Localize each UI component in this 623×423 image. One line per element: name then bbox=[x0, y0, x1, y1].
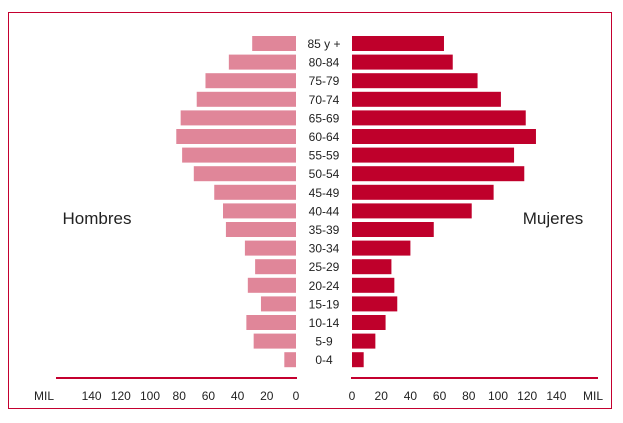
x-tick-left-0: 140 bbox=[82, 389, 102, 403]
age-label-7: 50-54 bbox=[309, 167, 340, 181]
bar-mujeres-16 bbox=[352, 333, 376, 349]
bar-mujeres-3 bbox=[352, 91, 501, 107]
bar-mujeres-15 bbox=[352, 315, 386, 330]
age-label-3: 70-74 bbox=[309, 93, 340, 107]
bar-mujeres-13 bbox=[352, 277, 395, 293]
x-tick-left-7: 0 bbox=[293, 389, 300, 403]
x-tick-left-1: 120 bbox=[111, 389, 131, 403]
bar-hombres-1 bbox=[228, 54, 296, 70]
bar-mujeres-6 bbox=[352, 147, 515, 163]
x-tick-right-6: 120 bbox=[517, 389, 537, 403]
age-label-0: 85 y + bbox=[307, 37, 340, 51]
age-group-labels: 85 y + 80-84 75-79 70-74 65-69 60-64 55-59 50-5… bbox=[307, 37, 340, 367]
age-label-8: 45-49 bbox=[309, 186, 340, 200]
x-tick-right-5: 100 bbox=[488, 389, 508, 403]
bar-mujeres-4 bbox=[352, 110, 526, 126]
age-label-4: 65-69 bbox=[309, 111, 340, 125]
age-label-1: 80-84 bbox=[309, 56, 340, 70]
age-label-17: 0-4 bbox=[315, 353, 333, 367]
age-label-14: 15-19 bbox=[309, 297, 340, 311]
x-tick-right-0: 0 bbox=[349, 389, 356, 403]
unit-label-right: MIL bbox=[583, 389, 603, 403]
bar-hombres-9 bbox=[223, 203, 296, 219]
bar-mujeres-10 bbox=[352, 222, 434, 237]
bar-mujeres-8 bbox=[352, 184, 494, 200]
bar-mujeres-11 bbox=[352, 240, 411, 256]
bar-hombres-15 bbox=[246, 315, 296, 330]
bar-hombres-12 bbox=[255, 259, 296, 275]
x-tick-labels-left: 140 120 100 80 60 40 20 0 bbox=[82, 389, 300, 403]
mujeres-bars bbox=[352, 36, 536, 368]
bar-hombres-5 bbox=[176, 129, 296, 144]
bar-hombres-11 bbox=[244, 240, 296, 256]
bar-hombres-6 bbox=[182, 147, 296, 163]
age-label-5: 60-64 bbox=[309, 130, 340, 144]
bar-mujeres-9 bbox=[352, 203, 472, 219]
bar-hombres-10 bbox=[225, 222, 296, 237]
bar-hombres-4 bbox=[180, 110, 296, 126]
bar-mujeres-14 bbox=[352, 296, 398, 312]
bar-mujeres-12 bbox=[352, 259, 392, 275]
age-label-16: 5-9 bbox=[315, 335, 333, 349]
x-tick-left-3: 80 bbox=[173, 389, 187, 403]
age-label-12: 25-29 bbox=[309, 260, 340, 274]
age-label-11: 30-34 bbox=[309, 242, 340, 256]
mujeres-label: Mujeres bbox=[523, 209, 583, 228]
age-label-13: 20-24 bbox=[309, 279, 340, 293]
bar-hombres-8 bbox=[214, 184, 296, 200]
age-label-2: 75-79 bbox=[309, 74, 340, 88]
unit-label-left: MIL bbox=[34, 389, 54, 403]
bar-hombres-7 bbox=[193, 166, 296, 182]
hombres-label: Hombres bbox=[63, 209, 132, 228]
x-tick-left-2: 100 bbox=[140, 389, 160, 403]
bar-hombres-16 bbox=[253, 333, 296, 349]
bar-mujeres-17 bbox=[352, 352, 364, 368]
bar-hombres-13 bbox=[247, 277, 296, 293]
bar-mujeres-0 bbox=[352, 36, 444, 51]
x-tick-labels-right: 0 20 40 60 80 100 120 140 bbox=[349, 389, 567, 403]
x-tick-right-7: 140 bbox=[546, 389, 566, 403]
x-tick-right-1: 20 bbox=[375, 389, 389, 403]
bar-mujeres-7 bbox=[352, 166, 525, 182]
x-tick-right-3: 60 bbox=[433, 389, 447, 403]
bar-mujeres-2 bbox=[352, 73, 478, 89]
age-label-15: 10-14 bbox=[309, 316, 340, 330]
bar-mujeres-1 bbox=[352, 54, 453, 70]
bar-hombres-14 bbox=[260, 296, 296, 312]
x-tick-left-4: 60 bbox=[202, 389, 216, 403]
age-label-6: 55-59 bbox=[309, 149, 340, 163]
age-label-10: 35-39 bbox=[309, 223, 340, 237]
age-label-9: 40-44 bbox=[309, 204, 340, 218]
bar-hombres-2 bbox=[205, 73, 296, 89]
x-tick-left-6: 20 bbox=[260, 389, 274, 403]
x-tick-right-4: 80 bbox=[462, 389, 476, 403]
x-tick-right-2: 40 bbox=[404, 389, 418, 403]
bar-mujeres-5 bbox=[352, 129, 536, 144]
bar-hombres-0 bbox=[252, 36, 296, 51]
chart-frame bbox=[8, 12, 612, 409]
hombres-bars bbox=[176, 36, 296, 368]
bar-hombres-3 bbox=[196, 91, 296, 107]
bar-hombres-17 bbox=[284, 352, 296, 368]
x-tick-left-5: 40 bbox=[231, 389, 245, 403]
